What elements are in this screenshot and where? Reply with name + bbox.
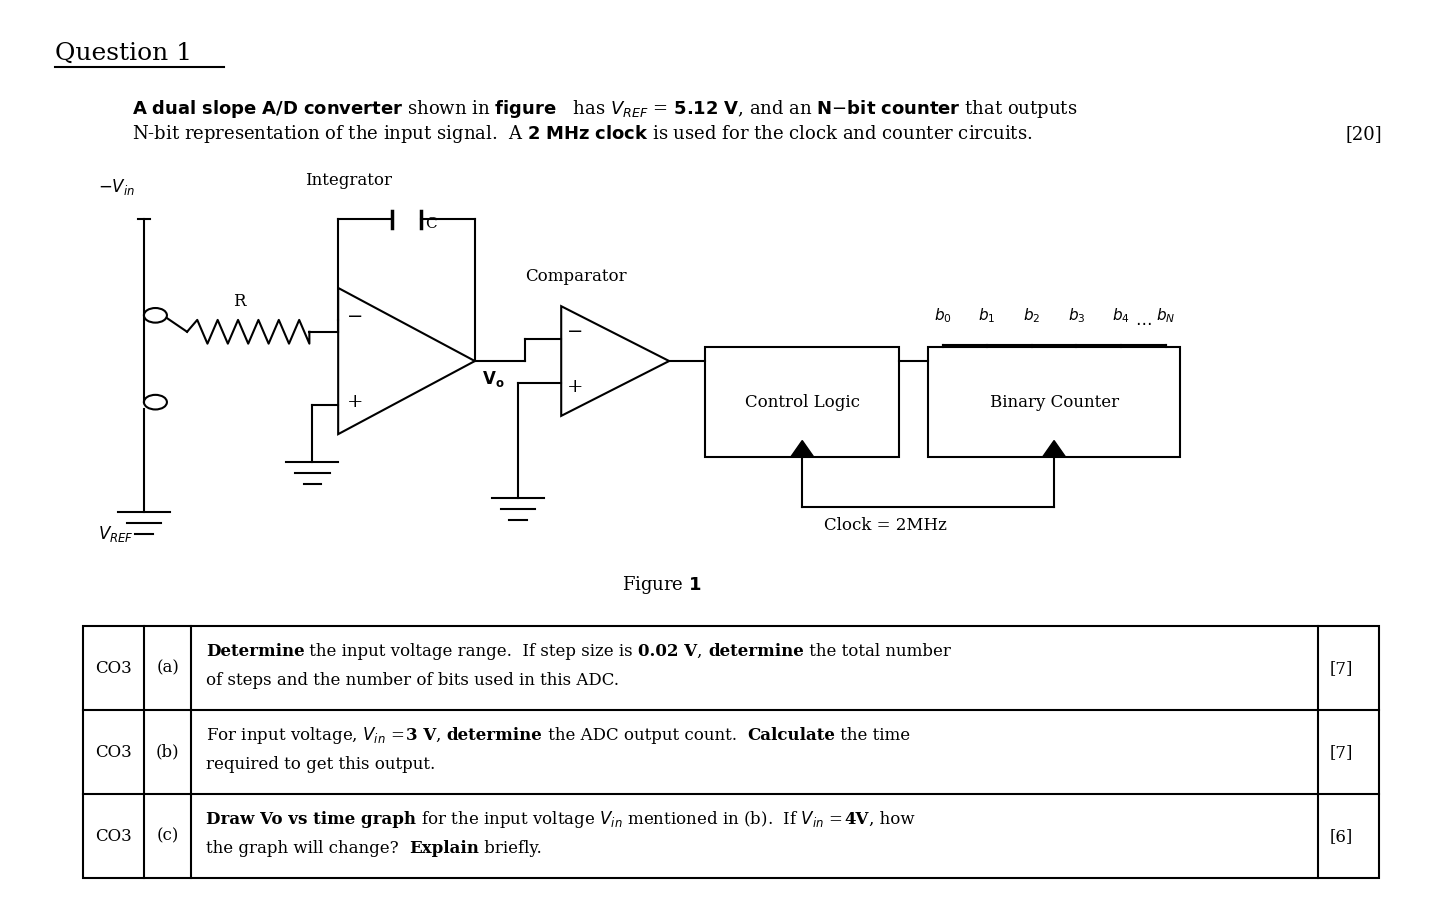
Text: Draw Vo vs time graph: Draw Vo vs time graph [206,811,416,828]
Text: C: C [426,218,437,231]
Text: $b_0$: $b_0$ [934,306,951,324]
Text: Question 1: Question 1 [55,41,191,64]
Text: ,: , [698,643,708,660]
Text: $\bf{V_o}$: $\bf{V_o}$ [482,369,505,388]
Text: $b_3$: $b_3$ [1068,306,1085,324]
Polygon shape [338,288,475,434]
Text: +: + [347,393,364,411]
Text: CO3: CO3 [95,660,132,676]
Text: (a): (a) [157,660,178,676]
Text: $-V_{in}$: $-V_{in}$ [98,177,135,197]
Text: R: R [233,293,246,310]
Text: Clock = 2MHz: Clock = 2MHz [823,517,947,534]
Text: $\bf{A\ dual\ slope\ A/D\ converter}$ shown in $\bf{figure}$$\quad$has $V_{REF}$: $\bf{A\ dual\ slope\ A/D\ converter}$ sh… [132,98,1078,121]
Text: the time: the time [835,727,909,744]
Polygon shape [561,306,669,416]
Text: Binary Counter: Binary Counter [990,394,1118,410]
Text: for the input voltage $V_{in}$ mentioned in (b).  If $V_{in}$ =: for the input voltage $V_{in}$ mentioned… [416,809,845,830]
Text: Determine: Determine [206,643,305,660]
Text: Comparator: Comparator [525,268,626,284]
Text: +: + [567,377,584,396]
Text: −: − [567,323,584,341]
Text: Figure $\mathbf{1}$: Figure $\mathbf{1}$ [622,573,702,596]
Text: [6]: [6] [1330,828,1353,845]
Text: , how: , how [869,811,914,828]
Text: 0.02 V: 0.02 V [639,643,698,660]
Text: Integrator: Integrator [305,172,393,188]
Text: 3 V: 3 V [406,727,436,744]
Text: the ADC output count.: the ADC output count. [543,727,747,744]
Bar [705,347,899,457]
Text: determine: determine [448,727,543,744]
Text: the graph will change?: the graph will change? [206,841,409,857]
Text: $b_1$: $b_1$ [979,306,996,324]
Text: [7]: [7] [1330,660,1353,676]
Text: (b): (b) [155,744,180,760]
Text: $\cdots$: $\cdots$ [1135,314,1151,331]
Text: −: − [347,308,364,326]
Text: N-bit representation of the input signal.  A $\bf{2\ MHz\ clock}$ is used for th: N-bit representation of the input signal… [132,122,1033,145]
Text: [7]: [7] [1330,744,1353,760]
Text: required to get this output.: required to get this output. [206,757,435,773]
Polygon shape [1042,441,1065,457]
Text: $b_N$: $b_N$ [1156,306,1176,324]
Text: 4V: 4V [845,811,869,828]
Text: $V_{REF}$: $V_{REF}$ [98,525,134,544]
Text: of steps and the number of bits used in this ADC.: of steps and the number of bits used in … [206,673,619,689]
Text: $b_4$: $b_4$ [1112,306,1130,324]
Text: Explain: Explain [409,841,479,857]
Text: briefly.: briefly. [479,841,541,857]
Polygon shape [791,441,814,457]
Text: CO3: CO3 [95,744,132,760]
Text: $b_2$: $b_2$ [1023,306,1040,324]
Text: Control Logic: Control Logic [745,394,859,410]
Text: For input voltage, $V_{in}$ =: For input voltage, $V_{in}$ = [206,725,406,746]
Text: determine: determine [708,643,804,660]
Text: the total number: the total number [804,643,951,660]
Text: CO3: CO3 [95,828,132,845]
Text: (c): (c) [157,828,178,845]
Text: ,: , [436,727,448,744]
Text: [20]: [20] [1345,125,1381,143]
Bar [83,626,1379,878]
Text: the input voltage range.  If step size is: the input voltage range. If step size is [305,643,639,660]
Bar [928,347,1180,457]
Text: Calculate: Calculate [747,727,835,744]
